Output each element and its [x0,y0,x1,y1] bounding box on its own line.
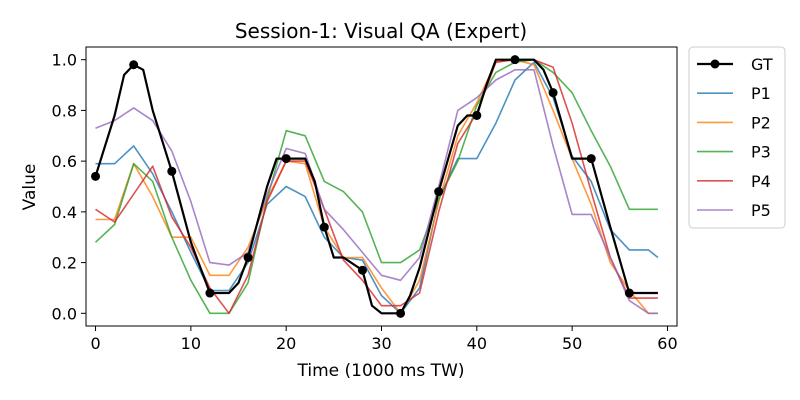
y-tick-label: 0.6 [52,152,77,171]
x-tick-label: 40 [467,334,487,353]
x-tick-label: 60 [657,334,677,353]
gt-marker [434,187,444,197]
x-tick-label: 20 [276,334,296,353]
gt-marker [357,265,367,275]
series-line-p2 [95,58,658,315]
x-tick-label: 50 [562,334,582,353]
gt-marker [167,166,177,176]
gt-marker [396,308,406,318]
y-tick-label: 0.4 [52,203,77,222]
x-axis-label: Time (1000 ms TW) [297,361,465,381]
series-line-gt [94,58,658,315]
legend: GT P1 P2 P3 P4 P5 [688,46,786,229]
gt-marker [91,171,101,181]
legend-label-p3: P3 [751,143,771,162]
gt-marker [319,222,329,232]
gt-marker [510,55,520,65]
y-axis-label: Value [20,164,40,211]
plot-area [91,55,659,318]
legend-label-p5: P5 [751,201,771,220]
series-line-p1 [95,61,659,315]
legend-box [688,46,786,229]
y-axis: 0.0 0.2 0.4 0.6 0.8 1.0 [52,51,86,323]
legend-label-p1: P1 [751,84,771,103]
gt-marker [586,154,596,164]
legend-label-p2: P2 [751,113,771,132]
legend-label-gt: GT [751,55,773,74]
x-tick-label: 30 [371,334,391,353]
gt-marker [472,110,482,120]
gt-marker [548,88,558,98]
x-axis: 0 10 20 30 40 50 60 [90,326,678,353]
x-tick-label: 0 [90,334,100,353]
legend-label-p4: P4 [751,172,771,191]
chart-title: Session-1: Visual QA (Expert) [235,19,527,43]
legend-marker [710,59,720,69]
gt-marker [243,253,253,263]
series-line-p4 [95,58,658,315]
series-line-p5 [95,69,658,315]
series-line-p3 [94,58,658,315]
y-tick-label: 1.0 [52,51,77,70]
y-tick-label: 0.8 [52,101,77,120]
y-tick-label: 0.0 [52,304,77,323]
gt-marker [281,154,291,164]
y-tick-label: 0.2 [52,254,77,273]
gt-marker [129,60,139,70]
x-tick-label: 10 [181,334,201,353]
gt-marker [624,288,634,298]
plot-frame [85,46,678,327]
gt-marker [205,288,215,298]
